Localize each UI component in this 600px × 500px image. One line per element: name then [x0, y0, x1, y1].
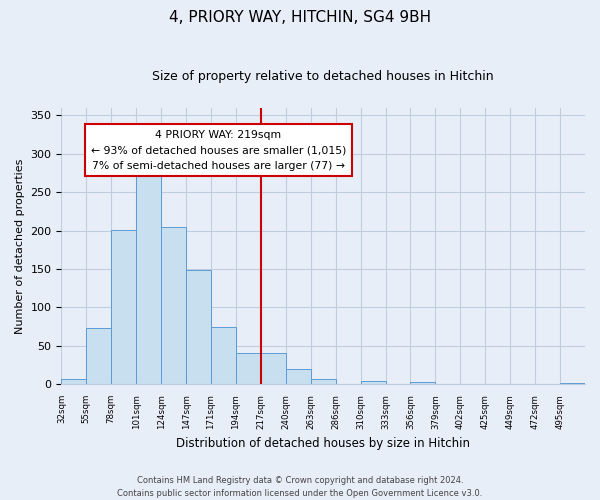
- Bar: [186, 270, 211, 384]
- Text: Contains HM Land Registry data © Crown copyright and database right 2024.
Contai: Contains HM Land Registry data © Crown c…: [118, 476, 482, 498]
- Bar: [161, 226, 186, 384]
- Bar: [211, 328, 236, 384]
- Bar: [86, 328, 111, 384]
- Bar: [236, 352, 261, 384]
- Title: Size of property relative to detached houses in Hitchin: Size of property relative to detached ho…: [152, 70, 494, 83]
- X-axis label: Distribution of detached houses by size in Hitchin: Distribution of detached houses by size …: [176, 437, 470, 450]
- Bar: [111, 230, 136, 384]
- Bar: [410, 382, 436, 384]
- Text: 4 PRIORY WAY: 219sqm
← 93% of detached houses are smaller (1,015)
7% of semi-det: 4 PRIORY WAY: 219sqm ← 93% of detached h…: [91, 130, 346, 171]
- Bar: [311, 380, 335, 384]
- Y-axis label: Number of detached properties: Number of detached properties: [15, 158, 25, 334]
- Text: 4, PRIORY WAY, HITCHIN, SG4 9BH: 4, PRIORY WAY, HITCHIN, SG4 9BH: [169, 10, 431, 25]
- Bar: [61, 380, 86, 384]
- Bar: [261, 352, 286, 384]
- Bar: [286, 368, 311, 384]
- Bar: [136, 174, 161, 384]
- Bar: [361, 381, 386, 384]
- Bar: [560, 382, 585, 384]
